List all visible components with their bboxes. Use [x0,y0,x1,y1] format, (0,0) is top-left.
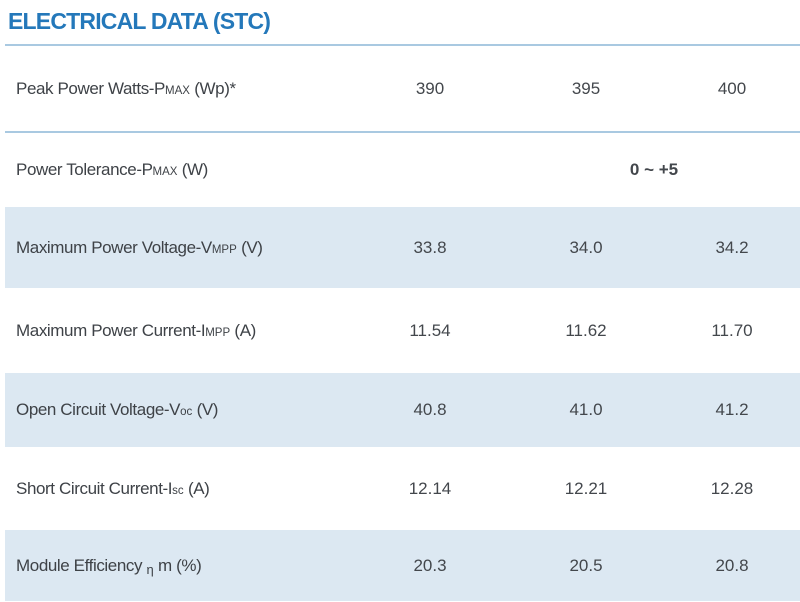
value-cell: 20.8 [715,555,749,575]
table-row-power-tolerance: Power Tolerance-PMAX (W) 0 ~ +5 [5,133,800,207]
subscript: MAX [152,166,178,178]
value-cell: 40.8 [413,400,447,419]
value-cell: 400 [717,78,747,98]
table-row-max-power-voltage: Maximum Power Voltage-VMPP (V) 33.8 34.0… [5,207,800,288]
value-cell-span: 0 ~ +5 [629,160,679,179]
subscript-eta: η [146,561,154,577]
electrical-data-table: Peak Power Watts-PMAX (Wp)* 390 395 400 … [5,46,800,601]
value-cell: 20.5 [569,555,603,575]
value-cell: 41.0 [569,400,603,419]
table-row-peak-power: Peak Power Watts-PMAX (Wp)* 390 395 400 [5,46,800,133]
row-label: Module Efficiency η m (%) [16,555,202,577]
row-label: Short Circuit Current-Isc (A) [16,478,210,498]
value-cell: 20.3 [413,555,447,575]
subscript: MPP [211,243,237,256]
table-row-open-circuit-voltage: Open Circuit Voltage-Voc (V) 40.8 41.0 4… [5,373,800,447]
subscript: sc [172,484,184,497]
value-cell: 33.8 [413,237,447,257]
value-cell: 12.21 [564,478,608,498]
title-divider [5,44,800,46]
value-cell: 11.70 [711,320,753,340]
section-title: ELECTRICAL DATA (STC) [8,8,271,34]
row-label: Maximum Power Current-IMPP (A) [16,320,256,340]
value-cell: 12.28 [710,478,754,498]
value-cell: 34.0 [569,237,603,257]
row-label: Open Circuit Voltage-Voc (V) [16,400,219,419]
value-cell: 395 [571,78,601,98]
row-label: Maximum Power Voltage-VMPP (V) [16,237,263,257]
value-cell: 34.2 [715,237,749,257]
table-row-max-power-current: Maximum Power Current-IMPP (A) 11.54 11.… [5,288,800,373]
table-row-short-circuit-current: Short Circuit Current-Isc (A) 12.14 12.2… [5,447,800,530]
row-label: Power Tolerance-PMAX (W) [16,160,208,179]
subscript: MPP [205,326,231,339]
subscript: MAX [165,84,190,97]
value-cell: 41.2 [715,400,749,419]
value-cell: 390 [415,78,445,98]
row-label: Peak Power Watts-PMAX (Wp)* [16,78,236,98]
value-cell: 12.14 [408,478,452,498]
table-row-module-efficiency: Module Efficiency η m (%) 20.3 20.5 20.8 [5,530,800,601]
subscript: oc [180,406,193,418]
value-cell: 11.54 [409,320,451,340]
value-cell: 11.62 [565,320,607,340]
